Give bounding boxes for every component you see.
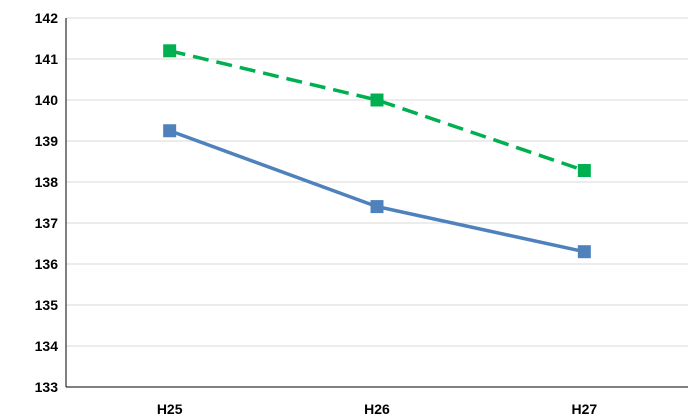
y-tick-label: 135 [35, 297, 59, 313]
y-tick-label: 137 [35, 215, 59, 231]
x-tick-label: H26 [364, 401, 390, 417]
y-tick-label: 139 [35, 133, 59, 149]
series-2-point [577, 164, 591, 178]
series-1-point [577, 245, 591, 259]
y-tick-label: 136 [35, 256, 59, 272]
y-tick-label: 138 [35, 174, 59, 190]
series-group [163, 44, 591, 259]
y-tick-label: 140 [35, 92, 59, 108]
series-1-point [370, 200, 384, 214]
y-tick-label: 134 [35, 338, 59, 354]
series-2-point [370, 93, 384, 107]
series-1-point [163, 124, 177, 138]
series-2-point [163, 44, 177, 58]
y-tick-label: 141 [35, 51, 59, 67]
y-tick-label: 133 [35, 379, 59, 395]
x-tick-label: H27 [571, 401, 597, 417]
y-axis-ticks: 133 134 135 136 137 138 139 140 141 142 [35, 10, 59, 395]
y-tick-label: 142 [35, 10, 59, 26]
x-tick-label: H25 [157, 401, 183, 417]
x-axis-ticks: H25 H26 H27 [157, 401, 598, 417]
gridlines [66, 17, 688, 347]
axes [65, 18, 688, 388]
